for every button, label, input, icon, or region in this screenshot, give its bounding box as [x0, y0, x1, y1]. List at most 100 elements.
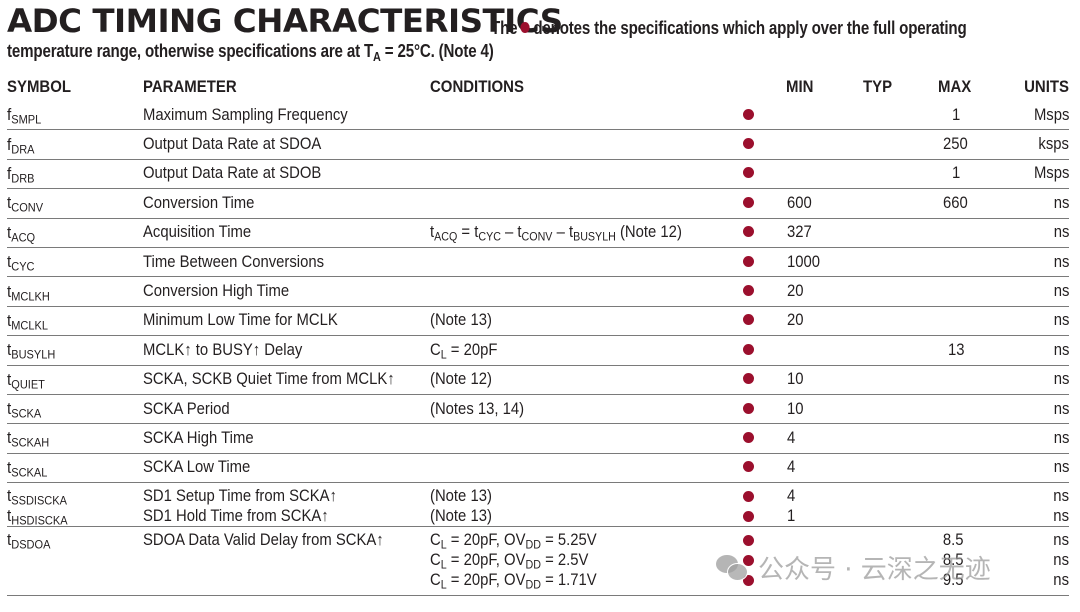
parameter-text: SD1 Hold Time from SCKA↑: [143, 507, 329, 526]
min-value: 600: [787, 193, 812, 212]
col-max: MAX: [938, 76, 972, 96]
symbol: fDRA: [7, 134, 35, 157]
parameter-text: SDOA Data Valid Delay from SCKA↑: [143, 531, 384, 550]
symbol: tSSDISCKA: [7, 486, 67, 508]
units-value: ns: [1053, 487, 1070, 506]
condition-text: (Note 13): [430, 311, 492, 330]
full-temp-range-bullet-icon: [742, 461, 754, 473]
table-row: tBUSYLH MCLK↑ to BUSY↑ Delay CL = 20pF 13 ns: [7, 335, 1070, 366]
symbol: tSCKAH: [7, 428, 50, 451]
parameter-text: Output Data Rate at SDOA: [143, 135, 322, 154]
table-row: tQUIET SCKA, SCKB Quiet Time from MCLK↑ (N…: [7, 365, 1070, 395]
condition-text: CL = 20pF, OVDD = 5.25V: [430, 531, 597, 552]
max-value: 8.5: [942, 551, 964, 570]
table-row: tMCLKL Minimum Low Time for MCLK (Note 13)…: [7, 306, 1070, 337]
table-row: fSMPL Maximum Sampling Frequency 1 Msps: [7, 101, 1070, 131]
units-value: ns: [1053, 507, 1070, 526]
table-row: fDRA Output Data Rate at SDOA 250 ksps: [7, 129, 1070, 160]
units-value: ns: [1053, 399, 1070, 418]
max-value: 8.5: [942, 531, 964, 550]
units-value: ksps: [1038, 135, 1070, 154]
units-value: ns: [1053, 252, 1070, 271]
max-value: 9.5: [942, 571, 964, 590]
units-value: Msps: [1033, 105, 1070, 124]
min-value: 10: [787, 370, 804, 389]
min-value: 4: [787, 458, 796, 477]
full-temp-range-bullet-icon: [742, 314, 754, 326]
full-temp-range-bullet-icon: [742, 554, 754, 566]
symbol: tCYC: [7, 252, 35, 274]
typ-value: [841, 550, 911, 570]
parameter-text: Acquisition Time: [143, 223, 252, 242]
condition-text: CL = 20pF, OVDD = 2.5V: [430, 551, 589, 572]
condition-text: CL = 20pF, OVDD = 1.71V: [430, 571, 597, 592]
condition-text: tACQ = tCYC – tCONV – tBUSYLH (Note 12): [430, 223, 682, 244]
col-units: UNITS: [1024, 76, 1070, 96]
units-value: ns: [1053, 370, 1070, 389]
typ-value: [841, 530, 911, 550]
full-temp-range-bullet-icon: [742, 574, 754, 586]
parameter-text: SD1 Setup Time from SCKA↑: [143, 487, 337, 506]
symbol: fSMPL: [7, 105, 42, 127]
max-value: [919, 506, 987, 526]
symbol: fDRB: [7, 163, 35, 186]
max-value: 1: [952, 164, 961, 183]
bullet-icon: [520, 22, 530, 34]
parameter-text: Conversion High Time: [143, 282, 290, 301]
full-temp-range-bullet-icon: [742, 534, 754, 546]
timing-table: SYMBOL PARAMETER CONDITIONS MIN TYP MAX …: [7, 72, 1070, 597]
symbol: tDSDOA: [7, 530, 51, 552]
parameter-text: SCKA, SCKB Quiet Time from MCLK↑: [143, 370, 395, 389]
condition-text: (Note 13): [430, 487, 492, 506]
temperature-note-line2: temperature range, otherwise specificati…: [7, 41, 494, 64]
symbol: tMCLKL: [7, 310, 48, 333]
symbol: tSCKA: [7, 399, 42, 421]
min-value: 4: [787, 487, 796, 506]
min-value: 20: [787, 282, 804, 301]
typ-value: [841, 570, 911, 590]
min-value: [787, 550, 836, 570]
temperature-note-line1: The denotes the specifications which appl…: [491, 18, 967, 38]
symbol: tBUSYLH: [7, 340, 56, 362]
typ-value: [841, 486, 911, 506]
table-row: tCYC Time Between Conversions 1000 ns: [7, 247, 1070, 278]
full-temp-range-bullet-icon: [742, 138, 754, 150]
full-temp-range-bullet-icon: [742, 226, 754, 238]
full-temp-range-bullet-icon: [742, 431, 754, 443]
full-temp-range-bullet-icon: [742, 167, 754, 179]
condition-text: CL = 20pF: [430, 340, 498, 362]
symbol: tHSDISCKA: [7, 506, 68, 528]
parameter-text: Maximum Sampling Frequency: [143, 105, 348, 124]
full-temp-range-bullet-icon: [742, 255, 754, 267]
symbol: tQUIET: [7, 369, 45, 392]
col-min: MIN: [786, 76, 814, 96]
col-parameter: PARAMETER: [143, 76, 237, 96]
max-value: [919, 486, 987, 506]
min-value: 10: [787, 399, 804, 418]
min-value: [787, 530, 836, 550]
table-row: tSCKAH SCKA High Time 4 ns: [7, 423, 1070, 454]
symbol: tMCLKH: [7, 281, 50, 304]
table-row: tMCLKH Conversion High Time 20 ns: [7, 276, 1070, 307]
parameter-text: Minimum Low Time for MCLK: [143, 311, 338, 330]
col-conditions: CONDITIONS: [430, 76, 524, 96]
full-temp-range-bullet-icon: [742, 402, 754, 414]
units-value: ns: [1053, 223, 1070, 242]
table-row: tSSDISCKA tHSDISCKA SD1 Setup Time from SC…: [7, 482, 1070, 528]
parameter-text: SCKA Low Time: [143, 458, 251, 477]
units-value: ns: [1053, 311, 1070, 330]
full-temp-range-bullet-icon: [742, 373, 754, 385]
units-value: ns: [1053, 340, 1070, 359]
table-row: tSCKA SCKA Period (Notes 13, 14) 10 ns: [7, 394, 1070, 425]
typ-value: [841, 506, 911, 526]
table-row: fDRB Output Data Rate at SDOB 1 Msps: [7, 159, 1070, 190]
units-value: Msps: [1033, 164, 1070, 183]
condition-text: (Notes 13, 14): [430, 399, 525, 418]
symbol: tACQ: [7, 222, 36, 245]
min-value: 1000: [787, 252, 821, 271]
units-value: ns: [1053, 531, 1070, 550]
parameter-text: MCLK↑ to BUSY↑ Delay: [143, 340, 303, 359]
full-temp-range-bullet-icon: [742, 510, 754, 522]
condition-text: (Note 13): [430, 507, 492, 526]
full-temp-range-bullet-icon: [742, 490, 754, 502]
